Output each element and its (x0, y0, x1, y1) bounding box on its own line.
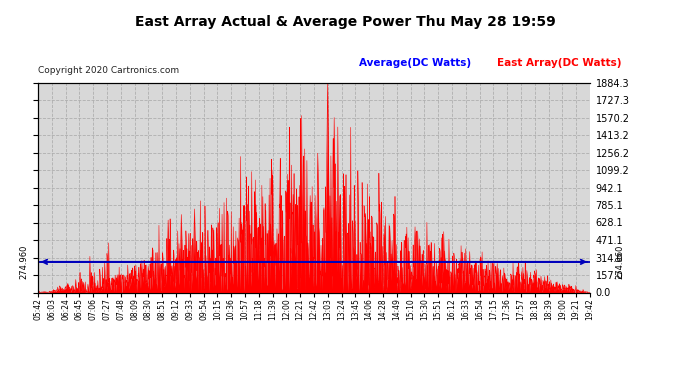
Text: Average(DC Watts): Average(DC Watts) (359, 57, 471, 68)
Text: East Array Actual & Average Power Thu May 28 19:59: East Array Actual & Average Power Thu Ma… (135, 15, 555, 29)
Text: 274.960: 274.960 (615, 244, 625, 279)
Text: Copyright 2020 Cartronics.com: Copyright 2020 Cartronics.com (38, 66, 179, 75)
Text: East Array(DC Watts): East Array(DC Watts) (497, 57, 621, 68)
Text: 274.960: 274.960 (19, 244, 29, 279)
